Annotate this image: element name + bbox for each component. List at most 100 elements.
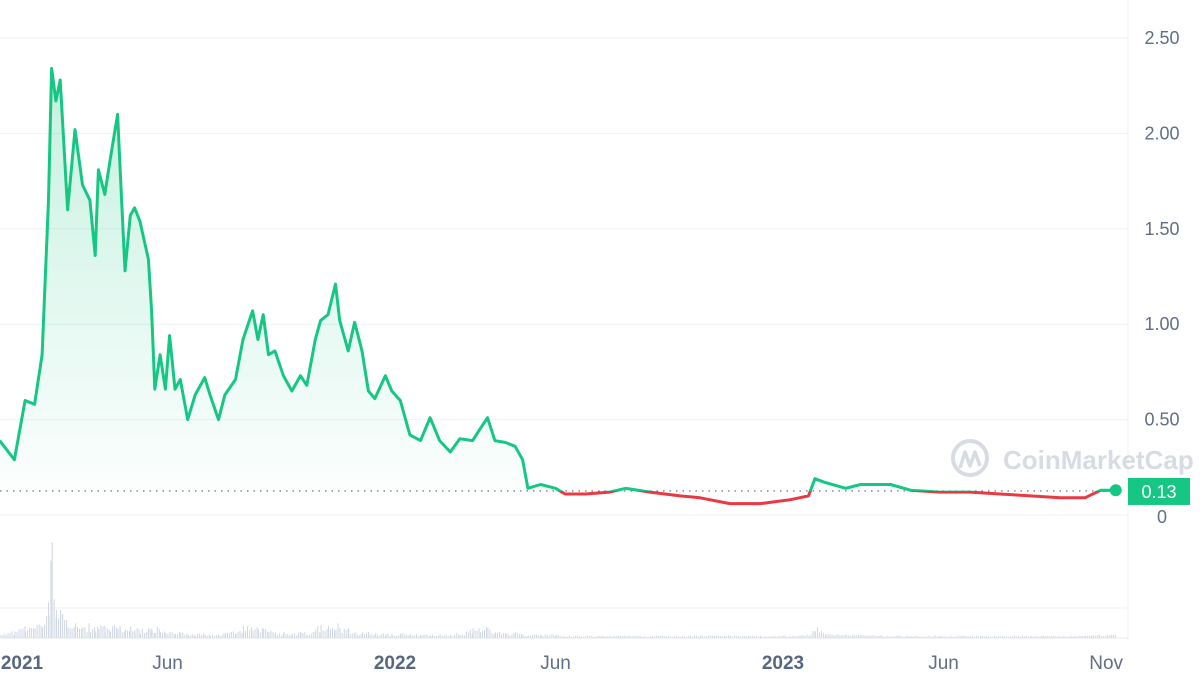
volume-bar [1058, 636, 1060, 638]
volume-bar [962, 635, 964, 638]
volume-bar [171, 632, 173, 638]
volume-bar [184, 635, 186, 638]
volume-bar [716, 635, 718, 638]
volume-bar [385, 634, 387, 638]
volume-bar [762, 636, 764, 638]
volume-bar [515, 632, 517, 638]
volume-bar [326, 628, 328, 638]
volume-bar [480, 632, 482, 638]
volume-bar [934, 635, 936, 638]
volume-bar [613, 635, 615, 638]
volume-bar [527, 636, 529, 638]
volume-bar [434, 636, 436, 638]
volume-bar [743, 635, 745, 638]
volume-bar [173, 634, 175, 638]
volume-bar [976, 635, 978, 638]
volume-bar [1094, 635, 1096, 638]
volume-bar [110, 631, 112, 638]
volume-bar [391, 633, 393, 638]
volume-bar [1011, 636, 1013, 638]
volume-bar [206, 635, 208, 638]
volume-bar [176, 634, 178, 638]
volume-bar [314, 631, 316, 638]
volume-bar [502, 633, 504, 638]
volume-bar [654, 636, 656, 638]
volume-bar [749, 636, 751, 638]
volume-bar [320, 624, 322, 638]
volume-bar [246, 626, 248, 638]
volume-bar [747, 635, 749, 638]
volume-bar [565, 636, 567, 638]
volume-bar [413, 635, 415, 638]
volume-bar [888, 636, 890, 638]
volume-bar [406, 634, 408, 638]
volume-bar [548, 635, 550, 638]
volume-bar [802, 635, 804, 638]
volume-bar [595, 636, 597, 638]
volume-bar [280, 635, 282, 638]
volume-bar [988, 636, 990, 638]
volume-bar [764, 636, 766, 638]
volume-bar [308, 634, 310, 638]
volume-bar [519, 634, 521, 638]
volume-bar [1023, 635, 1025, 638]
volume-bar [880, 635, 882, 638]
volume-bar [1086, 635, 1088, 638]
volume-bar [1056, 636, 1058, 638]
volume-bar [1112, 634, 1114, 638]
volume-bar [1076, 636, 1078, 638]
volume-bar [270, 630, 272, 638]
volume-bar [474, 630, 476, 638]
volume-bar [112, 626, 114, 638]
volume-bar [906, 635, 908, 638]
volume-bar [920, 636, 922, 638]
volume-bar [860, 634, 862, 638]
volume-bar [13, 635, 15, 638]
watermark-text: CoinMarketCap [1003, 445, 1194, 475]
volume-bar [550, 634, 552, 638]
volume-bar [86, 632, 88, 638]
volume-bars [0, 542, 1116, 638]
volume-bar [958, 635, 960, 638]
volume-bar [220, 635, 222, 638]
volume-bar [193, 635, 195, 638]
volume-bar [1098, 634, 1100, 638]
y-tick-label: 0 [1157, 507, 1167, 527]
volume-bar [489, 629, 491, 638]
volume-bar [265, 629, 267, 638]
y-tick-label: 1.50 [1144, 219, 1179, 239]
volume-bar [814, 632, 816, 638]
volume-bar [165, 633, 167, 638]
volume-bar [295, 635, 297, 638]
volume-bar [51, 542, 53, 638]
volume-bar [504, 633, 506, 638]
volume-bar [872, 634, 874, 638]
volume-bar [88, 623, 90, 638]
volume-bar [820, 631, 822, 638]
volume-bar [910, 635, 912, 638]
volume-bar [337, 623, 339, 638]
volume-bar [395, 635, 397, 638]
volume-bar [291, 635, 293, 638]
volume-bar [1084, 636, 1086, 638]
volume-bar [75, 623, 77, 638]
volume-bar [855, 635, 857, 638]
volume-bar [232, 631, 234, 638]
volume-bar [153, 633, 155, 638]
volume-bar [898, 635, 900, 638]
volume-bar [1021, 635, 1023, 638]
volume-bar [526, 636, 528, 638]
volume-bar [136, 628, 138, 638]
volume-bar [330, 629, 332, 638]
volume-bar [237, 632, 239, 638]
volume-bar [372, 634, 374, 638]
volume-bar [399, 633, 401, 638]
volume-bar [982, 636, 984, 638]
volume-bar [629, 636, 631, 638]
volume-bar [370, 633, 372, 638]
volume-bar [100, 625, 102, 638]
volume-bar [1080, 635, 1082, 638]
volume-bar [42, 627, 44, 638]
volume-bar [417, 636, 419, 638]
volume-bar [145, 632, 147, 638]
